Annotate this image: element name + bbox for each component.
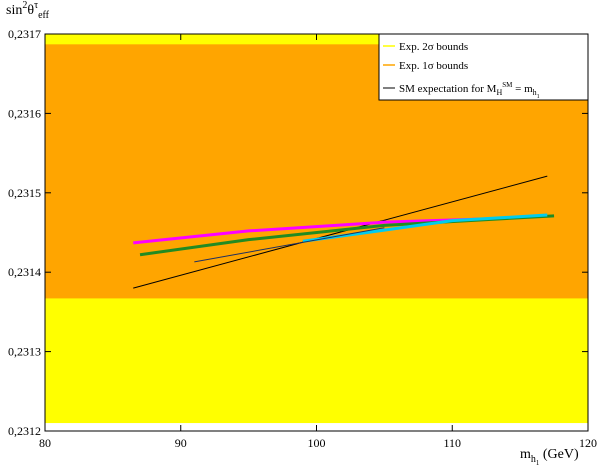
x-tick-label: 90 (175, 436, 187, 450)
legend-label: SM expectation for MHSM = mh1 (399, 81, 540, 100)
y-tick-label: 0,2313 (8, 345, 41, 359)
label-part: SM expectation for M (399, 83, 497, 95)
y-tick-label: 0,2316 (8, 106, 41, 120)
x-tick-label: 120 (579, 436, 597, 450)
legend-label: Exp. 2σ bounds (399, 41, 468, 53)
label-part: 1 (537, 94, 540, 100)
label-part: τ (34, 0, 38, 11)
label-part: eff (38, 10, 50, 21)
x-tick-label: 110 (443, 436, 461, 450)
y-tick-label: 0,2314 (8, 265, 41, 279)
line (133, 175, 548, 289)
y-axis-label: sin2θτeff (6, 0, 50, 21)
label-part: (GeV) (539, 447, 579, 462)
label-part: 1 (536, 459, 540, 467)
line (302, 213, 548, 243)
label-part: m (520, 447, 531, 462)
x-axis-label: mh1 (GeV) (520, 447, 579, 467)
y-tick-label: 0,2315 (8, 186, 41, 200)
label-part: = m (512, 83, 533, 95)
label-part: h (531, 454, 536, 465)
legend: Exp. 2σ bounds Exp. 1σ bounds SM expectati… (378, 33, 589, 101)
y-tick-label: 0,2312 (8, 424, 41, 438)
label-part: sin (6, 3, 22, 18)
label-part: 2 (22, 0, 27, 11)
label-part: SM (502, 81, 513, 89)
y-tick-label: 0,2317 (8, 27, 41, 41)
x-tick-label: 100 (308, 436, 326, 450)
label-part: θ (27, 3, 34, 18)
x-tick-label: 80 (39, 436, 51, 450)
line (194, 227, 385, 263)
legend-box (378, 33, 589, 101)
label-part: H (496, 88, 502, 97)
legend-label: Exp. 1σ bounds (399, 60, 468, 72)
label-part: h (533, 88, 537, 97)
